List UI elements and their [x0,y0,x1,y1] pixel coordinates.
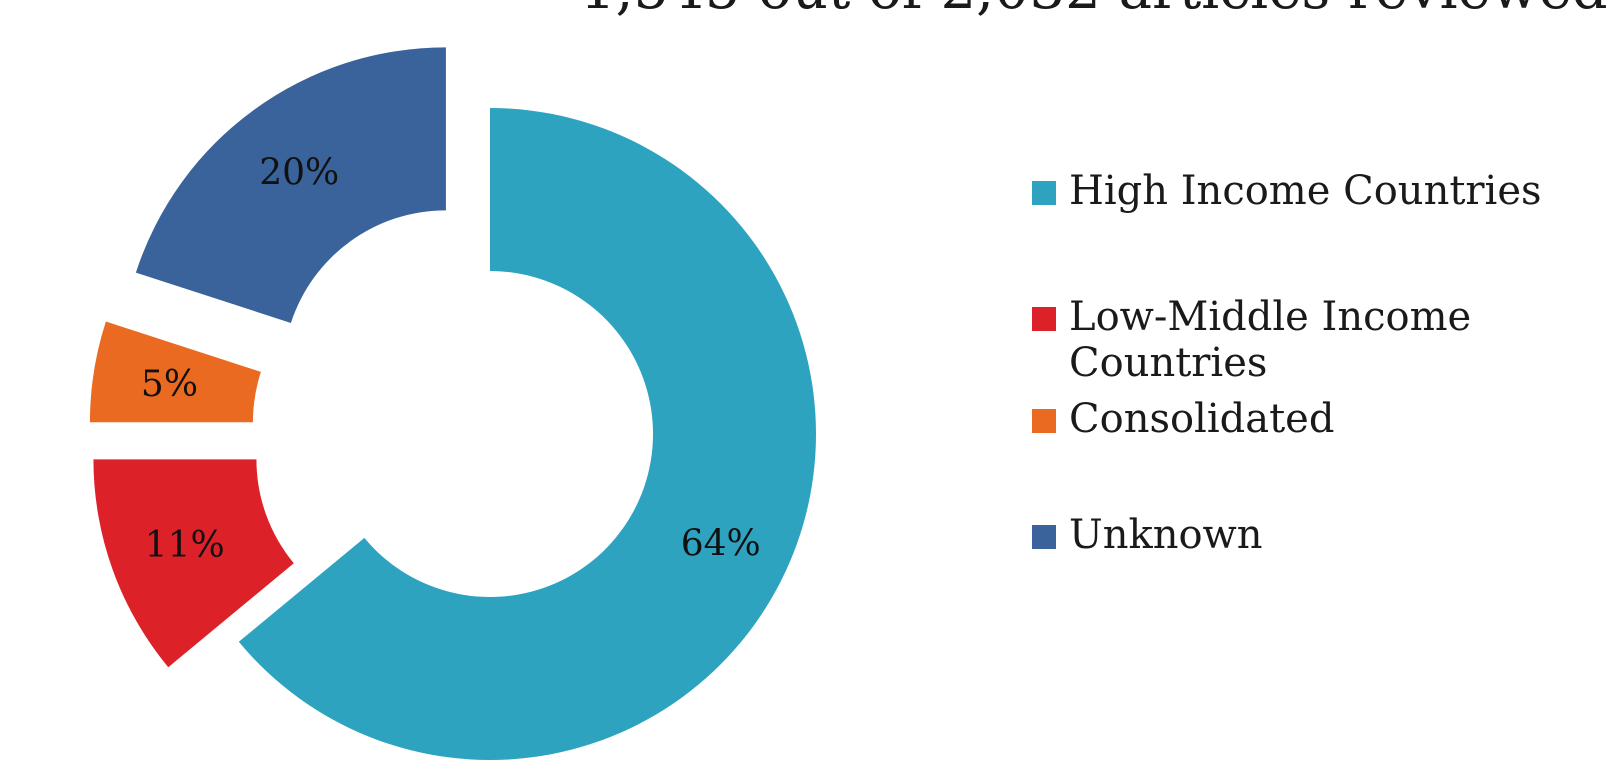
legend-item-low-middle-income: Low-Middle Income Countries [1032,294,1519,386]
data-label-consolidated: 5% [141,364,198,405]
slice-high-income [238,108,817,760]
legend-swatch-low-middle-income [1032,307,1056,331]
slice-consolidated [89,321,261,423]
legend-item-high-income: High Income Countries [1032,168,1612,214]
legend-swatch-unknown [1032,525,1056,549]
legend: High Income Countries Low-Middle Income … [1032,168,1612,558]
legend-swatch-high-income [1032,181,1056,205]
legend-label-consolidated: Consolidated [1069,396,1335,442]
slice-low-middle-income [93,459,294,668]
chart-title: 1,545 out of 2,032 articles reviewed [580,0,1608,18]
legend-label-low-middle-income: Low-Middle Income Countries [1069,294,1472,386]
legend-item-consolidated: Consolidated [1032,396,1612,442]
legend-label-unknown: Unknown [1069,512,1263,558]
legend-swatch-consolidated [1032,409,1056,433]
legend-item-unknown: Unknown [1032,512,1612,558]
slice-unknown [135,47,446,323]
legend-label-high-income: High Income Countries [1069,168,1542,214]
data-label-unknown: 20% [259,152,339,193]
data-label-low-middle-income: 11% [145,525,225,566]
data-label-high-income: 64% [681,524,761,565]
